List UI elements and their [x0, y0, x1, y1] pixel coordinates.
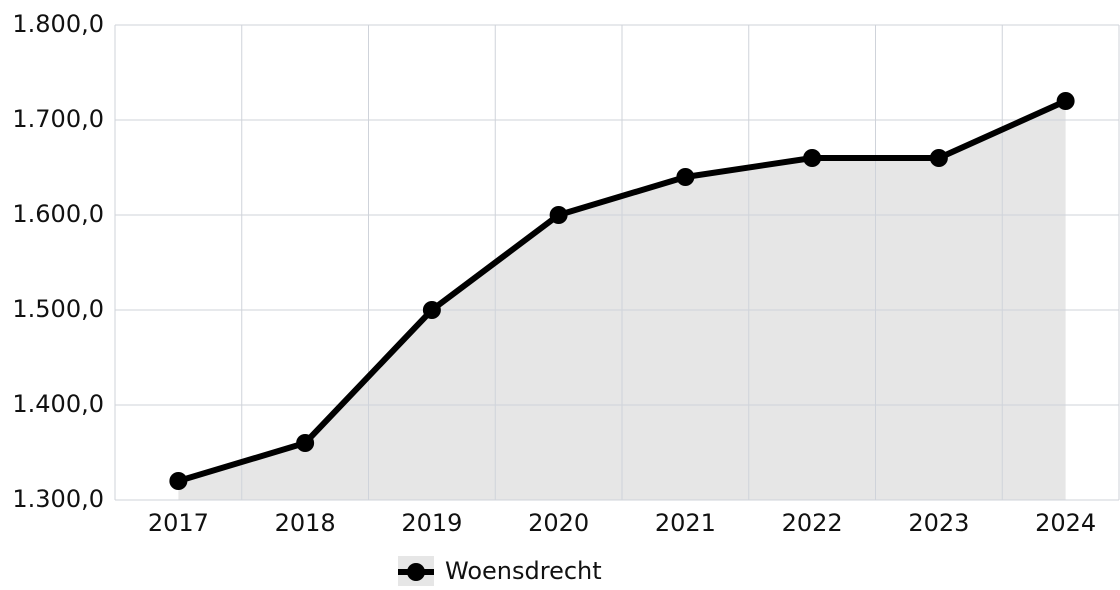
y-tick-label: 1.300,0: [12, 485, 104, 513]
marker: [1056, 92, 1075, 110]
marker: [296, 434, 315, 452]
x-tick-label: 2017: [148, 509, 209, 537]
marker: [422, 301, 441, 319]
x-tick-label: 2019: [401, 509, 462, 537]
x-tick-label: 2021: [655, 509, 716, 537]
y-tick-label: 1.600,0: [12, 200, 104, 228]
x-tick-label: 2018: [275, 509, 336, 537]
marker: [169, 472, 188, 490]
x-tick-label: 2024: [1035, 509, 1096, 537]
marker: [676, 168, 695, 186]
x-tick-label: 2023: [908, 509, 969, 537]
y-tick-label: 1.500,0: [12, 295, 104, 323]
line: [177, 98, 1067, 484]
marker: [803, 149, 822, 167]
marker: [929, 149, 948, 167]
marker: [549, 206, 568, 224]
x-tick-label: 2022: [782, 509, 843, 537]
legend-marker: [407, 563, 425, 581]
x-tick-label: 2020: [528, 509, 589, 537]
y-tick-label: 1.800,0: [12, 10, 104, 38]
y-tick-label: 1.700,0: [12, 105, 104, 133]
legend-label: Woensdrecht: [445, 557, 602, 585]
y-tick-label: 1.400,0: [12, 390, 104, 418]
